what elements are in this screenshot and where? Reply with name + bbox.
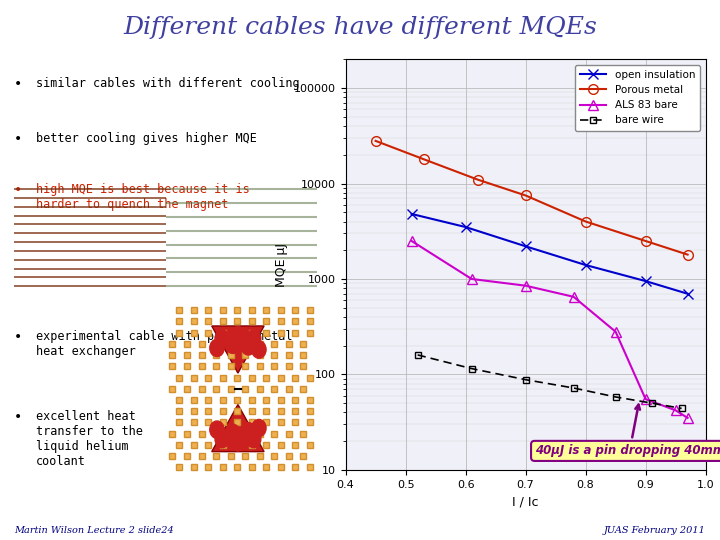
Circle shape: [230, 434, 245, 451]
Text: •: •: [14, 183, 22, 197]
ALS 83 bare: [521, 282, 530, 289]
Line: open insulation: open insulation: [407, 209, 693, 299]
bare wire: [521, 376, 530, 383]
bare wire: [678, 405, 686, 411]
Polygon shape: [212, 326, 264, 373]
X-axis label: I / Ic: I / Ic: [513, 495, 539, 508]
ALS 83 bare: [683, 415, 692, 421]
Line: bare wire: bare wire: [414, 352, 685, 412]
bare wire: [647, 400, 656, 406]
Line: ALS 83 bare: ALS 83 bare: [407, 236, 693, 423]
Porous metal: [581, 218, 590, 225]
Polygon shape: [212, 404, 264, 451]
Text: similar cables with different cooling: similar cables with different cooling: [36, 77, 300, 90]
open insulation: [408, 211, 416, 217]
Circle shape: [225, 424, 240, 441]
Circle shape: [225, 336, 240, 354]
Text: JUAS February 2011: JUAS February 2011: [604, 525, 706, 535]
Circle shape: [246, 330, 261, 347]
Circle shape: [210, 421, 224, 438]
Porous metal: [372, 138, 380, 144]
Porous metal: [521, 192, 530, 199]
Text: •: •: [14, 330, 22, 344]
Circle shape: [246, 430, 261, 448]
Text: experimental cable with porous metal
heat exchanger: experimental cable with porous metal hea…: [36, 330, 293, 358]
open insulation: [683, 291, 692, 297]
Circle shape: [241, 423, 256, 440]
bare wire: [413, 352, 422, 358]
ALS 83 bare: [642, 396, 650, 402]
Text: •: •: [14, 132, 22, 146]
ALS 83 bare: [408, 238, 416, 244]
ALS 83 bare: [611, 328, 620, 335]
Text: •: •: [14, 410, 22, 424]
open insulation: [581, 262, 590, 268]
Text: Martin Wilson Lecture 2 slide24: Martin Wilson Lecture 2 slide24: [14, 525, 174, 535]
open insulation: [462, 224, 470, 230]
Text: •: •: [14, 77, 22, 91]
ALS 83 bare: [570, 294, 578, 300]
bare wire: [467, 366, 476, 372]
ALS 83 bare: [671, 407, 680, 414]
bare wire: [570, 385, 578, 392]
Circle shape: [241, 338, 256, 355]
Circle shape: [252, 420, 266, 437]
Circle shape: [210, 339, 224, 356]
Text: excellent heat
transfer to the
liquid helium
coolant: excellent heat transfer to the liquid he…: [36, 410, 143, 468]
open insulation: [521, 243, 530, 249]
Text: 40μJ is a pin dropping 40mm: 40μJ is a pin dropping 40mm: [534, 404, 720, 457]
Text: better cooling gives higher MQE: better cooling gives higher MQE: [36, 132, 257, 145]
Circle shape: [215, 430, 230, 448]
Legend: open insulation, Porous metal, ALS 83 bare, bare wire: open insulation, Porous metal, ALS 83 ba…: [575, 65, 701, 131]
Text: high MQE is best because it is
harder to quench the magnet: high MQE is best because it is harder to…: [36, 183, 250, 211]
Line: Porous metal: Porous metal: [371, 136, 693, 259]
Circle shape: [215, 330, 230, 347]
open insulation: [642, 278, 650, 285]
Circle shape: [230, 327, 245, 344]
ALS 83 bare: [467, 276, 476, 282]
Y-axis label: MQE μJ: MQE μJ: [275, 242, 288, 287]
Circle shape: [252, 341, 266, 358]
Porous metal: [683, 251, 692, 258]
Porous metal: [419, 156, 428, 163]
bare wire: [611, 394, 620, 400]
Text: Different cables have different MQEs: Different cables have different MQEs: [123, 16, 597, 39]
Porous metal: [473, 177, 482, 183]
Porous metal: [642, 238, 650, 244]
